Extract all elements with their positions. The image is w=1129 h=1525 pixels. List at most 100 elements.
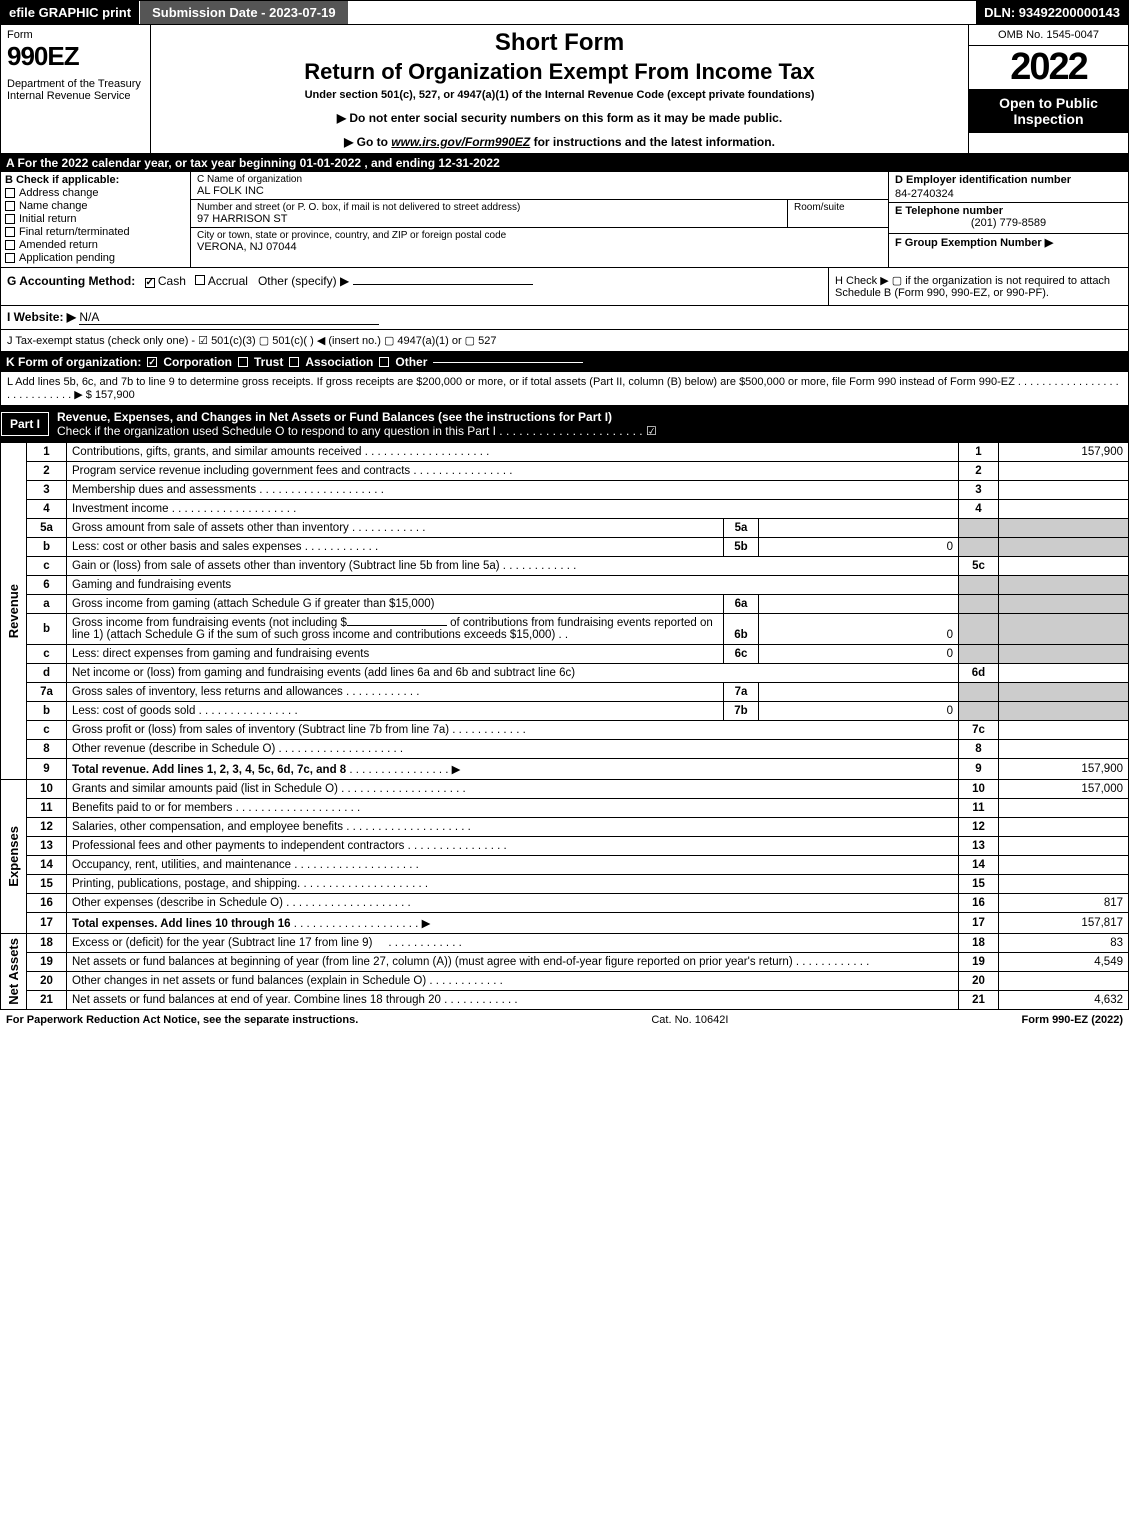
chk-initial-return[interactable]: Initial return xyxy=(5,213,186,225)
part-i-title-text: Revenue, Expenses, and Changes in Net As… xyxy=(57,410,612,424)
line-11: 11Benefits paid to or for members11 xyxy=(1,799,1129,818)
line-7c: cGross profit or (loss) from sales of in… xyxy=(1,721,1129,740)
irs-link[interactable]: www.irs.gov/Form990EZ xyxy=(391,135,530,149)
line-desc: Contributions, gifts, grants, and simila… xyxy=(67,443,959,462)
line-value xyxy=(999,837,1129,856)
chk-trust[interactable] xyxy=(238,357,248,367)
line-rnum: 16 xyxy=(959,894,999,913)
chk-other[interactable] xyxy=(379,357,389,367)
chk-address-change[interactable]: Address change xyxy=(5,187,186,199)
accounting-method: G Accounting Method: Cash Accrual Other … xyxy=(1,268,828,305)
chk-label: Name change xyxy=(19,200,88,212)
line-num: 17 xyxy=(27,913,67,934)
opt-trust: Trust xyxy=(254,355,283,369)
line-rnum: 3 xyxy=(959,481,999,500)
short-form-title: Short Form xyxy=(159,29,960,57)
checkbox-icon[interactable] xyxy=(5,227,15,237)
other-specify-input[interactable] xyxy=(353,284,533,285)
inner-num: 5a xyxy=(724,519,759,538)
row-j-tax-exempt: J Tax-exempt status (check only one) - ☑… xyxy=(0,330,1129,352)
page-footer: For Paperwork Reduction Act Notice, see … xyxy=(0,1010,1129,1030)
header-right: OMB No. 1545-0047 2022 Open to Public In… xyxy=(968,25,1128,153)
chk-association[interactable] xyxy=(289,357,299,367)
chk-corporation[interactable] xyxy=(147,357,157,367)
line-rnum: 13 xyxy=(959,837,999,856)
line-4: 4Investment income4 xyxy=(1,500,1129,519)
dln-label: DLN: 93492200000143 xyxy=(976,1,1128,24)
line-num: c xyxy=(27,645,67,664)
line-value xyxy=(999,856,1129,875)
netassets-side-label: Net Assets xyxy=(1,934,27,1010)
line-num: 3 xyxy=(27,481,67,500)
inner-value: 0 xyxy=(759,702,959,721)
line-rnum: 20 xyxy=(959,972,999,991)
line-19: 19Net assets or fund balances at beginni… xyxy=(1,953,1129,972)
chk-label: Final return/terminated xyxy=(19,226,130,238)
line-rnum-shade xyxy=(959,519,999,538)
chk-final-return[interactable]: Final return/terminated xyxy=(5,226,186,238)
line-desc: Salaries, other compensation, and employ… xyxy=(67,818,959,837)
line-value-shade xyxy=(999,645,1129,664)
accrual-label: Accrual xyxy=(208,274,248,288)
submission-date: Submission Date - 2023-07-19 xyxy=(139,1,348,24)
street-row: Number and street (or P. O. box, if mail… xyxy=(191,200,888,228)
l-value: 157,900 xyxy=(95,389,135,401)
form-header: Form 990EZ Department of the Treasury In… xyxy=(0,25,1129,154)
room-cell: Room/suite xyxy=(788,200,888,227)
line-desc: Grants and similar amounts paid (list in… xyxy=(67,780,959,799)
checkbox-icon[interactable] xyxy=(5,253,15,263)
line-rnum: 6d xyxy=(959,664,999,683)
inner-value xyxy=(759,595,959,614)
chk-amended-return[interactable]: Amended return xyxy=(5,239,186,251)
tax-year: 2022 xyxy=(969,46,1128,89)
line-value xyxy=(999,972,1129,991)
line-rnum: 11 xyxy=(959,799,999,818)
line-21: 21Net assets or fund balances at end of … xyxy=(1,991,1129,1010)
line-rnum: 21 xyxy=(959,991,999,1010)
line-desc: Total revenue. Add lines 1, 2, 3, 4, 5c,… xyxy=(67,759,959,780)
line-num: 20 xyxy=(27,972,67,991)
line-value-shade xyxy=(999,519,1129,538)
line-15: 15Printing, publications, postage, and s… xyxy=(1,875,1129,894)
chk-application-pending[interactable]: Application pending xyxy=(5,252,186,264)
line-rnum: 15 xyxy=(959,875,999,894)
line-rnum: 17 xyxy=(959,913,999,934)
org-name-label: C Name of organization xyxy=(197,174,882,185)
checkbox-icon[interactable] xyxy=(5,201,15,211)
efile-label[interactable]: efile GRAPHIC print xyxy=(1,1,139,24)
inner-num: 6c xyxy=(724,645,759,664)
org-name: AL FOLK INC xyxy=(197,185,882,197)
inner-value: 0 xyxy=(759,645,959,664)
b-header: B Check if applicable: xyxy=(5,174,186,186)
street-cell: Number and street (or P. O. box, if mail… xyxy=(191,200,788,227)
line-desc: Investment income xyxy=(67,500,959,519)
checkbox-icon[interactable] xyxy=(5,188,15,198)
i-label: I Website: ▶ xyxy=(7,310,76,324)
line-value-shade xyxy=(999,576,1129,595)
line-num: 4 xyxy=(27,500,67,519)
line-desc: Gross income from gaming (attach Schedul… xyxy=(67,595,724,614)
checkbox-icon[interactable] xyxy=(5,214,15,224)
line-desc: Occupancy, rent, utilities, and maintena… xyxy=(67,856,959,875)
line-num: d xyxy=(27,664,67,683)
checkbox-icon[interactable] xyxy=(5,240,15,250)
chk-cash[interactable] xyxy=(145,278,155,288)
org-name-cell: C Name of organization AL FOLK INC xyxy=(191,172,888,200)
omb-number: OMB No. 1545-0047 xyxy=(969,25,1128,46)
line-num: 15 xyxy=(27,875,67,894)
line-desc: Benefits paid to or for members xyxy=(67,799,959,818)
line-10: Expenses 10Grants and similar amounts pa… xyxy=(1,780,1129,799)
part-i-tag: Part I xyxy=(1,412,49,436)
chk-accrual[interactable] xyxy=(195,275,205,285)
line-desc: Gross sales of inventory, less returns a… xyxy=(67,683,724,702)
chk-label: Amended return xyxy=(19,239,98,251)
expenses-side-label: Expenses xyxy=(1,780,27,934)
col-d-ein: D Employer identification number 84-2740… xyxy=(888,172,1128,267)
line-13: 13Professional fees and other payments t… xyxy=(1,837,1129,856)
open-to-public: Open to Public Inspection xyxy=(969,89,1128,133)
phone-cell: E Telephone number (201) 779-8589 xyxy=(889,202,1128,231)
line-desc: Gross amount from sale of assets other t… xyxy=(67,519,724,538)
chk-name-change[interactable]: Name change xyxy=(5,200,186,212)
line-18: Net Assets 18Excess or (deficit) for the… xyxy=(1,934,1129,953)
part-i-title: Revenue, Expenses, and Changes in Net As… xyxy=(49,406,1128,442)
